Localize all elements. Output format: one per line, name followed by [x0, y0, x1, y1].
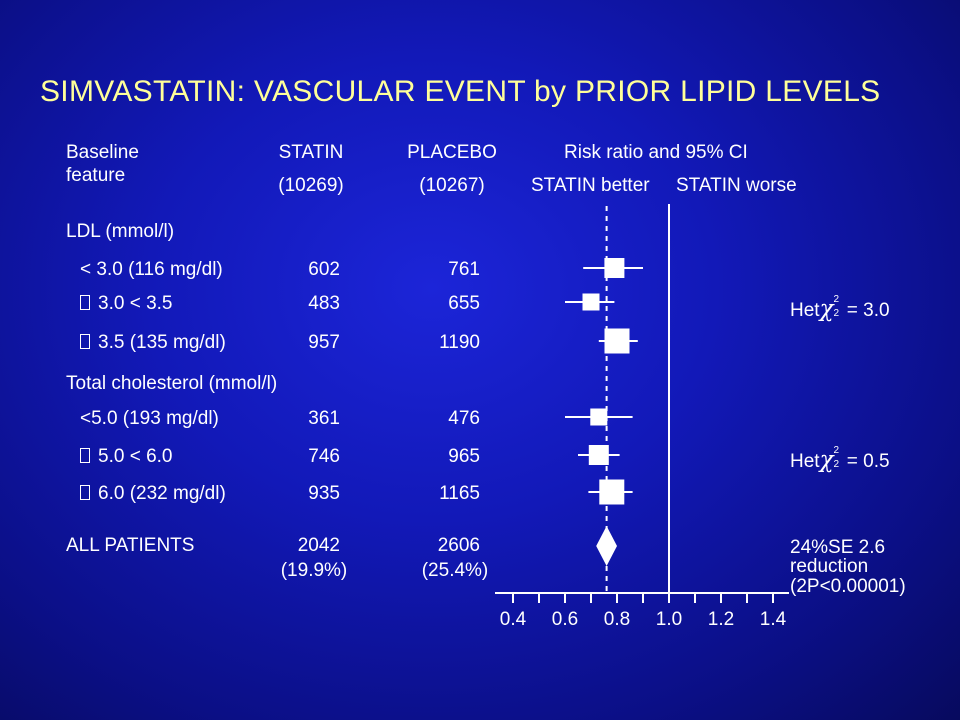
estimate-square	[582, 293, 600, 311]
heterogeneity-total-cholesterol: Hetχ 2 2 = 0.5	[790, 445, 890, 473]
bullet-box-icon	[80, 334, 90, 349]
row-placebo-count: 1190	[439, 332, 480, 353]
chi-symbol: χ	[819, 296, 834, 322]
row-statin-count: 602	[308, 259, 340, 280]
x-tick-label: 0.8	[604, 609, 630, 630]
row-label: <5.0 (193 mg/dl)	[80, 408, 219, 429]
header-statin: STATIN	[278, 142, 344, 163]
bullet-box-icon	[80, 295, 90, 310]
row-placebo-count: 965	[448, 446, 480, 467]
header-statin-better: STATIN better	[531, 175, 650, 196]
summary-p-value: (2P<0.00001)	[790, 576, 906, 597]
summary-reduction-label: reduction	[790, 556, 869, 577]
estimate-square	[604, 258, 625, 278]
estimate-square	[590, 408, 608, 426]
row-label: < 3.0 (116 mg/dl)	[80, 259, 223, 280]
all-patients-label: ALL PATIENTS	[66, 535, 195, 556]
row-label: 3.0 < 3.5	[80, 294, 172, 313]
row-placebo-count: 1165	[439, 483, 480, 504]
row-statin-count: 361	[308, 408, 340, 429]
row-label: 6.0 (232 mg/dl)	[80, 484, 226, 503]
chi-symbol: χ	[819, 447, 834, 473]
estimate-square	[588, 445, 609, 465]
all-patients-placebo-pct: (25.4%)	[421, 560, 489, 581]
slide-title: SIMVASTATIN: VASCULAR EVENT by PRIOR LIP…	[40, 75, 881, 108]
all-patients-statin-pct: (19.9%)	[280, 560, 348, 581]
row-placebo-count: 476	[448, 408, 480, 429]
row-label: 5.0 < 6.0	[80, 447, 172, 466]
header-placebo-n: (10267)	[419, 175, 485, 196]
x-tick-label: 0.6	[552, 609, 578, 630]
header-statin-n: (10269)	[278, 175, 344, 196]
overall-diamond	[596, 526, 617, 566]
header-statin-worse: STATIN worse	[676, 175, 797, 196]
x-tick-label: 1.0	[656, 609, 682, 630]
row-label: 3.5 (135 mg/dl)	[80, 333, 226, 352]
all-patients-placebo-count: 2606	[437, 535, 480, 556]
group-heading-total-cholesterol: Total cholesterol (mmol/l)	[66, 373, 278, 394]
row-statin-count: 483	[308, 293, 340, 314]
header-placebo: PLACEBO	[407, 142, 497, 163]
all-patients-statin-count: 2042	[297, 535, 340, 556]
row-placebo-count: 761	[448, 259, 480, 280]
header-feature: feature	[66, 165, 126, 186]
estimate-square	[599, 479, 625, 505]
estimate-square	[604, 328, 630, 354]
summary-reduction: 24%SE 2.6	[790, 537, 886, 558]
bullet-box-icon	[80, 448, 90, 463]
header-baseline: Baseline	[66, 142, 139, 163]
header-risk-ratio: Risk ratio and 95% CI	[564, 142, 748, 163]
x-tick-label: 0.4	[500, 609, 527, 630]
row-statin-count: 957	[308, 332, 340, 353]
heterogeneity-ldl: Hetχ 2 2 = 3.0	[790, 294, 890, 322]
group-heading-ldl: LDL (mmol/l)	[66, 221, 175, 242]
row-statin-count: 935	[308, 483, 340, 504]
x-tick-label: 1.2	[708, 609, 734, 630]
x-tick-label: 1.4	[760, 609, 787, 630]
bullet-box-icon	[80, 485, 90, 500]
row-placebo-count: 655	[448, 293, 480, 314]
row-statin-count: 746	[308, 446, 340, 467]
